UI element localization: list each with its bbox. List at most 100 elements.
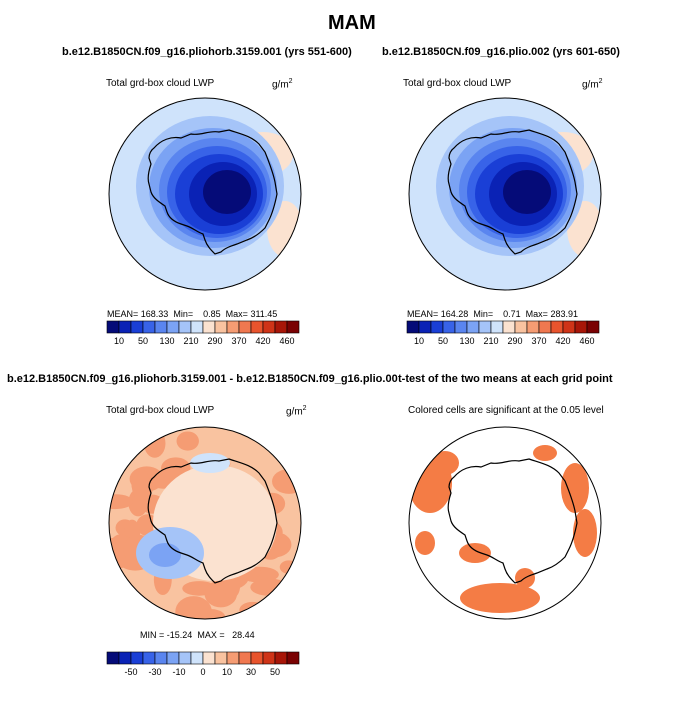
colorbar-3-tick: 30: [246, 667, 256, 677]
colorbar-1-tick: 420: [255, 336, 270, 346]
panel-2-units: g/m2: [582, 78, 603, 91]
colorbar-swatch: [142, 651, 156, 665]
colorbar-swatch: [538, 320, 552, 334]
colorbar-swatch: [490, 320, 504, 334]
colorbar-3-tick: 50: [270, 667, 280, 677]
colorbar-swatch: [106, 651, 120, 665]
colorbar-3-tick: 0: [200, 667, 205, 677]
colorbar-swatch: [130, 320, 144, 334]
diff-blob: [131, 468, 150, 501]
colorbar-swatch: [274, 320, 288, 334]
colorbar-swatch: [190, 320, 204, 334]
colorbar-swatch: [262, 651, 276, 665]
colorbar-2-tick: 130: [459, 336, 474, 346]
colorbar-swatch: [466, 320, 480, 334]
sig-cell-cluster: [561, 463, 589, 513]
colorbar-swatch: [526, 320, 540, 334]
colorbar-swatch: [250, 651, 264, 665]
colorbar-2-tick: 420: [555, 336, 570, 346]
colorbar-swatch: [574, 320, 588, 334]
colorbar-swatch: [442, 320, 456, 334]
colorbar-swatch: [454, 320, 468, 334]
colorbar-swatch: [214, 651, 228, 665]
colorbar-swatch: [550, 320, 564, 334]
diff-blob: [223, 574, 241, 599]
sig-cell-cluster: [573, 509, 597, 557]
panel-2-stats: MEAN= 164.28 Min= 0.71 Max= 283.91: [407, 309, 578, 319]
colorbar-swatch: [154, 651, 168, 665]
colorbar-2-tick: 10: [414, 336, 424, 346]
colorbar-swatch: [226, 320, 240, 334]
colorbar-swatch: [478, 320, 492, 334]
colorbar-3: [106, 651, 300, 665]
sig-cell-cluster: [459, 543, 491, 563]
diff-blob: [109, 494, 134, 510]
panel-3-units: g/m2: [286, 405, 307, 418]
colorbar-swatch: [178, 651, 192, 665]
colorbar-swatch: [418, 320, 432, 334]
colorbar-swatch: [286, 651, 300, 665]
diff-blob: [186, 610, 203, 619]
colorbar-2-tick: 460: [579, 336, 594, 346]
colorbar-1-tick: 460: [279, 336, 294, 346]
diff-blue-core: [149, 543, 181, 567]
colorbar-swatch: [238, 320, 252, 334]
colorbar-swatch: [166, 320, 180, 334]
colorbar-swatch: [274, 651, 288, 665]
colorbar-1-tick: 10: [114, 336, 124, 346]
colorbar-3-tick: -50: [124, 667, 137, 677]
colorbar-swatch: [178, 320, 192, 334]
panel-2-title: b.e12.B1850CN.f09_g16.plio.002 (yrs 601-…: [382, 46, 620, 58]
colorbar-swatch: [106, 320, 120, 334]
sig-base: [409, 427, 601, 619]
colorbar-1-tick: 370: [231, 336, 246, 346]
colorbar-swatch: [190, 651, 204, 665]
diff-blob: [279, 560, 298, 574]
colorbar-swatch: [286, 320, 300, 334]
ring-0: [503, 170, 551, 214]
sig-cell-cluster: [460, 583, 540, 613]
colorbar-2-tick: 50: [438, 336, 448, 346]
colorbar-swatch: [502, 320, 516, 334]
map-border-1: [108, 97, 302, 291]
colorbar-swatch: [514, 320, 528, 334]
panel-3-title: b.e12.B1850CN.f09_g16.pliohorb.3159.001 …: [7, 373, 404, 385]
colorbar-swatch: [226, 651, 240, 665]
figure-title: MAM: [328, 12, 376, 34]
diff-blob: [250, 578, 288, 596]
panel-1-title: b.e12.B1850CN.f09_g16.pliohorb.3159.001 …: [62, 46, 352, 58]
map-field-1: [109, 98, 301, 290]
ring-0: [203, 170, 251, 214]
colorbar-1-tick: 50: [138, 336, 148, 346]
panel-4-title: t-test of the two means at each grid poi…: [398, 373, 613, 385]
diff-blob: [272, 469, 301, 494]
colorbar-swatch: [250, 320, 264, 334]
panel-4-field-label: Colored cells are significant at the 0.0…: [408, 405, 604, 416]
map-field-3: [109, 427, 301, 619]
colorbar-swatch: [166, 651, 180, 665]
colorbar-2: [406, 320, 600, 334]
diff-blob: [239, 601, 266, 619]
panel-1-units: g/m2: [272, 78, 293, 91]
colorbar-1-tick: 210: [183, 336, 198, 346]
colorbar-swatch: [142, 320, 156, 334]
colorbar-2-tick: 210: [483, 336, 498, 346]
panel-2-field-label: Total grd-box cloud LWP: [403, 78, 512, 89]
sig-cell-cluster: [431, 451, 459, 475]
colorbar-3-tick: 10: [222, 667, 232, 677]
panel-3-field-label: Total grd-box cloud LWP: [106, 405, 215, 416]
map-field-2: [409, 98, 601, 290]
panel-1-field-label: Total grd-box cloud LWP: [106, 78, 215, 89]
sig-cell-cluster: [533, 445, 557, 461]
colorbar-swatch: [202, 651, 216, 665]
colorbar-swatch: [118, 651, 132, 665]
colorbar-2-tick: 290: [507, 336, 522, 346]
colorbar-swatch: [586, 320, 600, 334]
diff-blob: [143, 429, 166, 458]
colorbar-1-tick: 130: [159, 336, 174, 346]
colorbar-swatch: [238, 651, 252, 665]
colorbar-swatch: [562, 320, 576, 334]
colorbar-swatch: [430, 320, 444, 334]
map-border-2: [408, 97, 602, 291]
